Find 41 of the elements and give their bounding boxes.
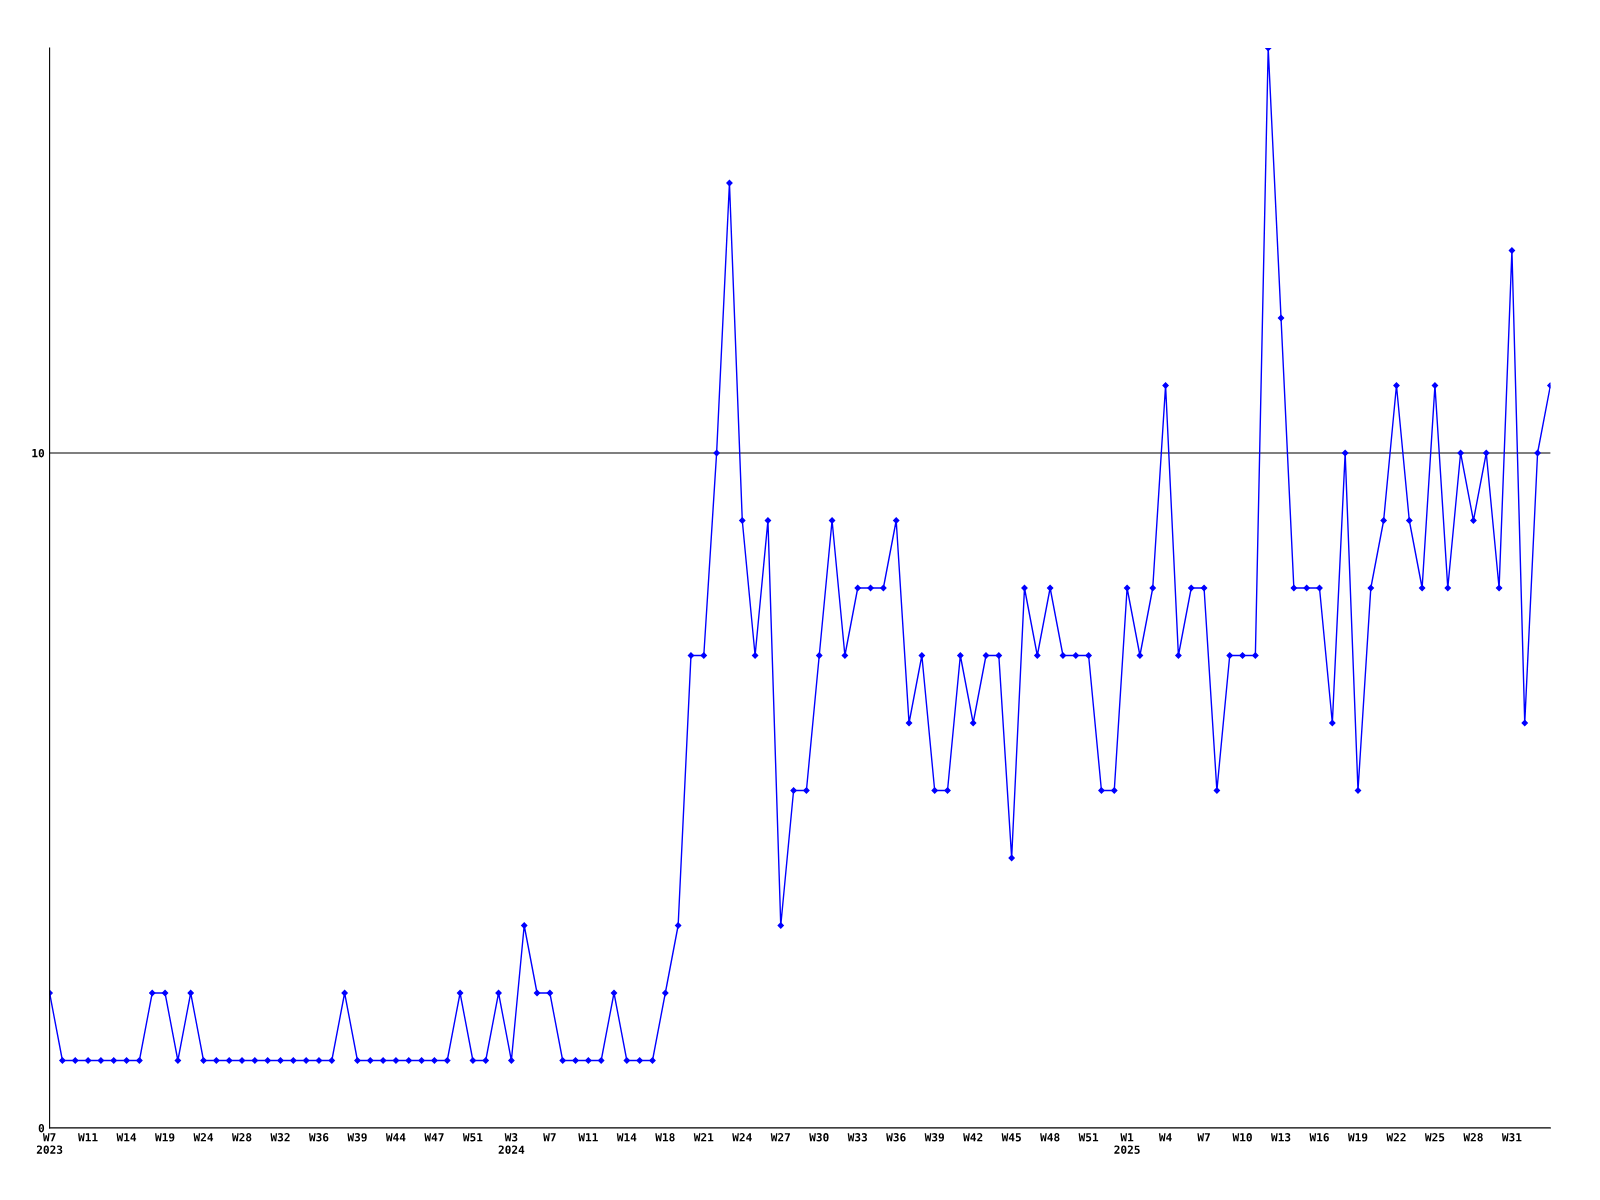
x-tick-label: W51	[1078, 1133, 1099, 1142]
x-tick-label: W39	[347, 1133, 367, 1142]
x-tick-label: W7	[543, 1133, 556, 1142]
x-tick-label: W13	[1270, 1133, 1291, 1142]
x-tick-label: W18	[655, 1133, 675, 1142]
x-tick-label: W33	[847, 1133, 868, 1142]
x-tick-label: W28	[1463, 1133, 1483, 1142]
x-tick-label: W21	[693, 1133, 714, 1142]
x-tick-label: W25	[1424, 1133, 1445, 1142]
x-tick-label: W27	[770, 1133, 790, 1142]
y-tick-label: 0	[38, 1123, 45, 1133]
x-tick-label: W7	[1197, 1133, 1210, 1142]
x-tick-label: W45	[1001, 1133, 1021, 1142]
x-tick-label: W11	[578, 1133, 598, 1142]
x-tick-label: W44	[385, 1133, 406, 1142]
x-tick-label: W42	[963, 1133, 983, 1142]
x-tick-label: W28	[231, 1133, 252, 1142]
x-tick-label: W11	[78, 1133, 98, 1142]
x-tick-label: W3 2024	[498, 1133, 525, 1154]
x-tick-label: W24	[732, 1133, 752, 1142]
x-tick-label: W7 2023	[36, 1133, 63, 1154]
x-tick-label: W36	[308, 1133, 329, 1142]
x-tick-label: W47	[424, 1133, 444, 1142]
x-tick-label: W19	[1347, 1133, 1368, 1142]
x-tick-label: W32	[270, 1133, 290, 1142]
x-tick-label: W1 2025	[1114, 1133, 1140, 1154]
x-tick-label: W30	[809, 1133, 829, 1142]
x-tick-label: W4	[1158, 1133, 1172, 1142]
x-tick-label: W24	[193, 1133, 214, 1142]
x-tick-label: W51	[462, 1133, 483, 1142]
x-tick-label: W31	[1501, 1133, 1522, 1142]
x-tick-label: W14	[616, 1133, 637, 1142]
x-tick-label: W10	[1232, 1133, 1252, 1142]
x-tick-label: W14	[116, 1133, 137, 1142]
x-tick-label: W19	[155, 1133, 175, 1142]
x-tick-label: W22	[1386, 1133, 1406, 1142]
x-tick-label: W16	[1309, 1133, 1329, 1142]
x-tick-label: W39	[924, 1133, 945, 1142]
x-tick-label: W48	[1040, 1133, 1060, 1142]
y-tick-label: 10	[32, 448, 45, 458]
x-tick-label: W36	[886, 1133, 906, 1142]
